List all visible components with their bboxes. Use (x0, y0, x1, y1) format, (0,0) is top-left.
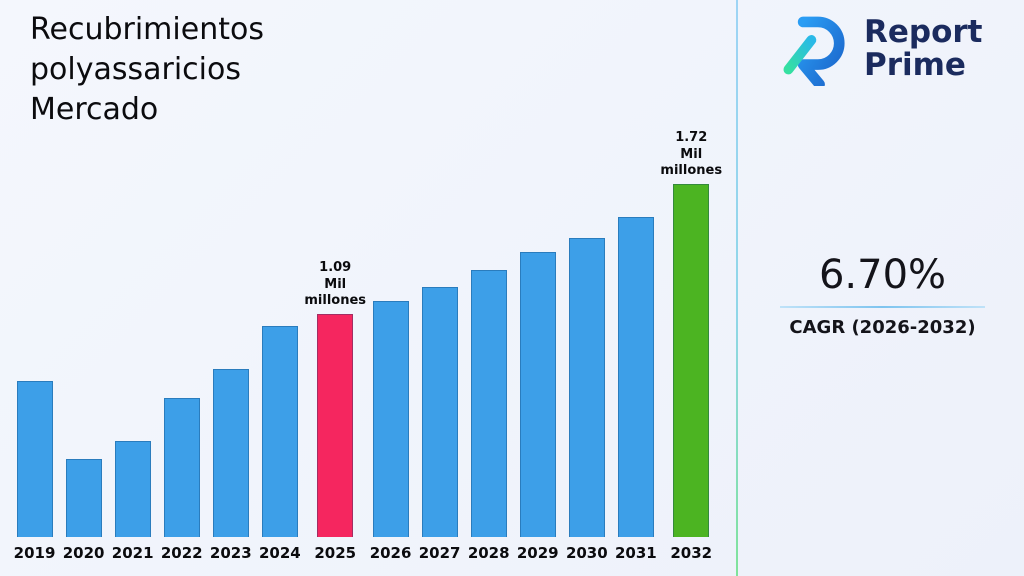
bar-2028 (470, 270, 507, 537)
bar-value-label: 1.09 Mil millones (304, 260, 367, 308)
cagr-label: CAGR (2026-2032) (789, 317, 976, 338)
bar-2019 (16, 381, 53, 537)
bar-2030 (568, 238, 605, 537)
report-prime-logo-icon (783, 16, 845, 86)
bar-column: 2029 (513, 46, 562, 566)
x-axis-label: 2023 (209, 544, 252, 562)
bar-2020 (65, 459, 102, 537)
bar-value-label: 1.72 Mil millones (660, 130, 723, 178)
bar-2021 (114, 441, 151, 537)
x-axis-label: 2019 (13, 544, 56, 562)
x-axis-label: 2022 (160, 544, 203, 562)
logo-text-line2: Prime (864, 47, 966, 83)
bar-column: 2020 (59, 46, 108, 566)
logo-text: Report Prime (864, 13, 983, 83)
bar-column: 2022 (157, 46, 206, 566)
bar-2023 (212, 369, 249, 537)
x-axis-label: 2024 (258, 544, 301, 562)
x-axis-label: 2032 (670, 544, 713, 562)
x-axis-label: 2031 (615, 544, 657, 562)
bar-2029 (519, 252, 556, 537)
bar-2024 (261, 326, 298, 537)
bar-2032 (673, 184, 710, 537)
logo-text-line1: Report (864, 13, 983, 50)
bar-column: 1.72 Mil millones 2032 (660, 46, 722, 566)
x-axis-label: 2026 (369, 544, 412, 562)
vertical-divider (736, 0, 738, 576)
report-prime-logo: Report Prime (772, 12, 983, 86)
x-axis-label: 2029 (516, 544, 559, 562)
bar-2022 (163, 398, 200, 537)
bar-column: 2031 (611, 46, 660, 566)
x-axis-label: 2020 (62, 544, 105, 562)
cagr-block: 6.70% CAGR (2026-2032) (780, 252, 985, 338)
bar-2025 (317, 314, 354, 537)
bar-2031 (617, 217, 654, 537)
bar-column: 2023 (206, 46, 255, 566)
bar-column: 2021 (108, 46, 157, 566)
bar-2026 (372, 301, 409, 537)
bar-column: 1.09 Mil millones 2025 (304, 46, 366, 566)
bar-column: 2019 (10, 46, 59, 566)
cagr-value: 6.70% (818, 252, 947, 298)
bar-column: 2024 (255, 46, 304, 566)
chart: 2019 2020 2021 2022 2023 2024 1.09 Mil millone… (10, 46, 722, 566)
x-axis-label: 2021 (111, 544, 154, 562)
x-axis-label: 2025 (314, 544, 357, 562)
x-axis-label: 2027 (418, 544, 461, 562)
x-axis-label: 2028 (467, 544, 510, 562)
bar-column: 2027 (415, 46, 464, 566)
bar-2027 (421, 287, 458, 537)
page-title: Recubrimientos polyassaricios Mercado (30, 12, 264, 127)
cagr-underline (780, 306, 985, 308)
bar-column: 2030 (562, 46, 611, 566)
bar-column: 2026 (366, 46, 415, 566)
bar-column: 2028 (464, 46, 513, 566)
x-axis-label: 2030 (565, 544, 608, 562)
